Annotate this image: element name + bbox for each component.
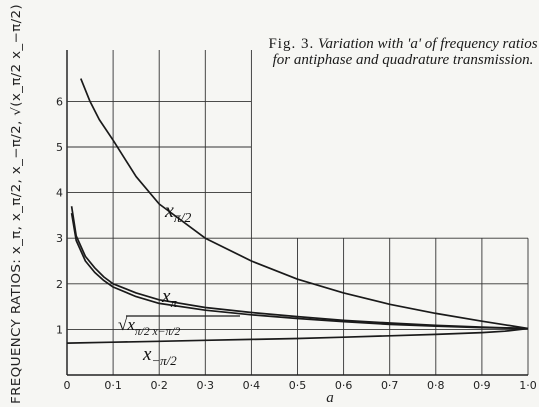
y-tick-label: 2 bbox=[56, 278, 63, 291]
figure-number: Fig. 3. bbox=[268, 36, 315, 52]
x-axis-label: a bbox=[326, 390, 334, 406]
figure-caption: Fig. 3. Variation with 'a' of frequency … bbox=[268, 36, 538, 68]
x-tick-label: 0·1 bbox=[104, 379, 122, 392]
x-tick-label: 0·6 bbox=[335, 379, 353, 392]
curve-labels: xπ/2 xπ √xπ/2 x−π/2 x−π/2 bbox=[118, 200, 240, 368]
curve-label: xπ/2 bbox=[164, 200, 191, 225]
x-tick-label: 0·5 bbox=[289, 379, 307, 392]
y-tick-label: 6 bbox=[56, 95, 63, 108]
x-tick-label: 0 bbox=[64, 379, 71, 392]
series-line bbox=[70, 206, 529, 330]
x-tick-label: 0·2 bbox=[150, 379, 168, 392]
y-tick-label: 4 bbox=[56, 187, 63, 200]
tick-labels: 0 0·1 0·2 0·3 0·4 0·5 0·6 0·7 0·8 0·9 1·0 1 2 3 4 5 6 bbox=[56, 95, 537, 392]
x-tick-label: 0·3 bbox=[197, 379, 215, 392]
caption-text: Variation with 'a' of frequency ratios f… bbox=[272, 36, 538, 68]
curves bbox=[67, 78, 529, 344]
x-tick-label: 0·4 bbox=[243, 379, 261, 392]
y-tick-label: 5 bbox=[56, 141, 63, 154]
y-tick-label: 1 bbox=[56, 323, 63, 336]
x-tick-label: 0·8 bbox=[427, 379, 445, 392]
curve-label: √xπ/2 x−π/2 bbox=[118, 315, 180, 338]
series-line bbox=[67, 327, 529, 344]
curve-label: xπ bbox=[161, 286, 177, 310]
series-line bbox=[70, 212, 529, 330]
x-tick-label: 0·9 bbox=[473, 379, 491, 392]
y-axis-label: FREQUENCY RATIOS: x_π, x_π/2, x_−π/2, √(… bbox=[9, 4, 23, 404]
y-tick-label: 3 bbox=[56, 232, 63, 245]
curve-label: x−π/2 bbox=[142, 344, 177, 368]
series-line bbox=[80, 78, 529, 330]
grid bbox=[66, 50, 529, 375]
x-tick-label: 1·0 bbox=[519, 379, 537, 392]
x-tick-label: 0·7 bbox=[381, 379, 399, 392]
